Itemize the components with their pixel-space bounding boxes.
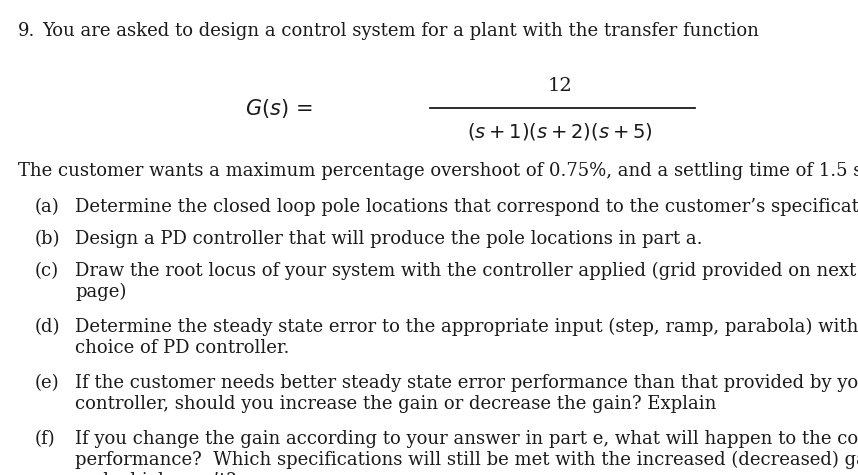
Text: If the customer needs better steady state error performance than that provided b: If the customer needs better steady stat… (75, 374, 858, 413)
Text: $G(s)\, =$: $G(s)\, =$ (245, 96, 313, 120)
Text: The customer wants a maximum percentage overshoot of 0.75%, and a settling time : The customer wants a maximum percentage … (18, 162, 858, 180)
Text: Determine the steady state error to the appropriate input (step, ramp, parabola): Determine the steady state error to the … (75, 318, 858, 357)
Text: 12: 12 (547, 77, 572, 95)
Text: Draw the root locus of your system with the controller applied (grid provided on: Draw the root locus of your system with … (75, 262, 856, 301)
Text: Determine the closed loop pole locations that correspond to the customer’s speci: Determine the closed loop pole locations… (75, 198, 858, 216)
Text: (c): (c) (35, 262, 59, 280)
Text: 9.: 9. (18, 22, 35, 40)
Text: You are asked to design a control system for a plant with the transfer function: You are asked to design a control system… (42, 22, 758, 40)
Text: If you change the gain according to your answer in part e, what will happen to t: If you change the gain according to your… (75, 430, 858, 475)
Text: (f): (f) (35, 430, 56, 448)
Text: (a): (a) (35, 198, 60, 216)
Text: $(s+1)(s+2)(s+5)$: $(s+1)(s+2)(s+5)$ (468, 122, 653, 142)
Text: (d): (d) (35, 318, 61, 336)
Text: Design a PD controller that will produce the pole locations in part a.: Design a PD controller that will produce… (75, 230, 703, 248)
Text: (e): (e) (35, 374, 59, 392)
Text: (b): (b) (35, 230, 61, 248)
